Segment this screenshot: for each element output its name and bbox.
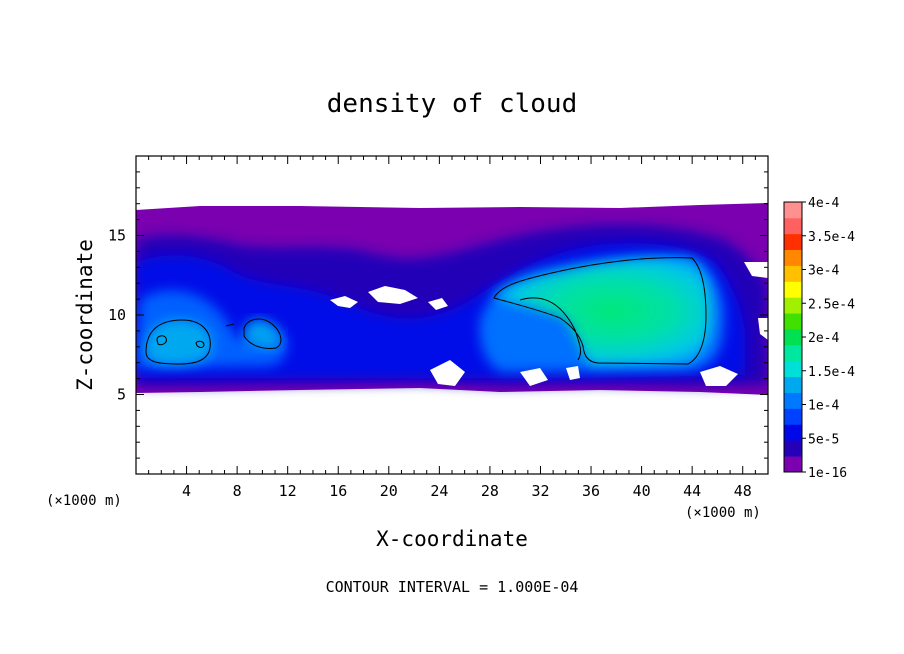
colorbar-swatch [784,281,802,298]
x-tick-label: 4 [182,482,191,500]
contour-small-core [243,318,282,349]
x-tick-label: 16 [329,482,347,500]
y-unit-label: (×1000 m) [46,493,122,509]
contour-interval-text: CONTOUR INTERVAL = 1.000E-04 [326,578,579,596]
colorbar-swatch [784,249,802,266]
colorbar-swatch [784,297,802,314]
colorbar-swatch [784,265,802,282]
colorbar-label: 1e-16 [808,466,847,481]
y-axis-ticks [136,171,768,459]
x-tick-label: 32 [531,482,549,500]
y-tick-label: 10 [108,306,126,324]
contour-small-tick [225,323,235,327]
colorbar-swatch [784,217,802,235]
y-tick-labels: 5 10 15 [108,227,126,404]
small-core-region [244,319,281,349]
colorbar-swatch [784,456,802,473]
plot-area [136,156,768,474]
x-tick-label: 36 [582,482,600,500]
contour-large-core [493,257,707,365]
colorbar-swatch [784,376,802,393]
y-axis-label: Z-coordinate [73,239,97,391]
contour-left-core [145,319,211,365]
left-core-region [144,319,213,366]
colorbar [783,201,803,473]
colorbar-swatch [784,233,802,251]
contour-lines [145,257,707,365]
chart-title: density of cloud [327,89,577,119]
contour-left-inner [156,335,167,346]
colorbar-swatch [784,424,802,441]
colorbar-label: 4e-4 [808,196,839,211]
colorbar-label: 2e-4 [808,331,839,346]
large-core-region [492,257,712,365]
colorbar-swatch [784,408,802,425]
x-tick-labels: 4 8 12 16 20 24 28 32 36 40 44 48 [182,482,752,500]
cloud-field [136,203,768,395]
colorbar-label: 3e-4 [808,264,839,279]
colorbar-label: 1.5e-4 [808,365,855,380]
x-tick-label: 28 [481,482,499,500]
colorbar-swatch [784,329,802,346]
contour-left-inner-2 [195,340,205,348]
colorbar-swatch [784,202,802,219]
colorbar-swatch [784,313,802,330]
x-axis-ticks [148,156,756,474]
x-tick-label: 24 [430,482,448,500]
y-tick-label: 5 [117,386,126,404]
x-tick-label: 44 [683,482,701,500]
colorbar-swatch [784,392,802,409]
x-tick-label: 20 [380,482,398,500]
colorbar-label: 5e-5 [808,432,839,447]
x-tick-label: 8 [233,482,242,500]
colorbar-label: 2.5e-4 [808,297,855,312]
contour-large-core-inner [519,297,582,361]
colorbar-swatch [784,360,802,378]
colorbar-labels: 1e-16 5e-5 1e-4 1.5e-4 2e-4 2.5e-4 3e-4 3.5e-4 4… [802,196,855,481]
x-unit-label: (×1000 m) [685,505,761,521]
colorbar-swatch [784,440,802,457]
x-axis-label: X-coordinate [376,527,528,551]
x-tick-label: 48 [734,482,752,500]
colorbar-label: 3.5e-4 [808,230,855,245]
x-tick-label: 12 [279,482,297,500]
colorbar-swatch [784,344,802,362]
cloud-gaps [330,262,768,386]
x-tick-label: 40 [633,482,651,500]
colorbar-label: 1e-4 [808,399,839,414]
y-tick-label: 15 [108,227,126,245]
